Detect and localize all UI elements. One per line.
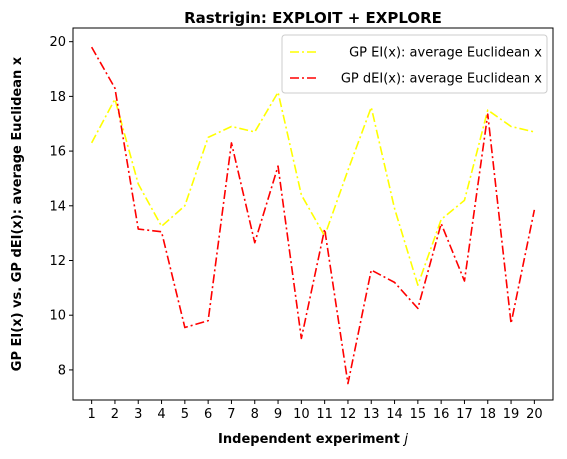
x-tick-label: 19 (503, 407, 520, 422)
x-tick-label: 9 (274, 407, 282, 422)
legend-entry: GP dEI(x): average Euclidean x (341, 72, 542, 87)
legend-frame (281, 34, 548, 94)
x-axis-label-variable: j (402, 432, 408, 447)
x-tick-label: 8 (251, 407, 259, 422)
plot-frame (72, 27, 554, 401)
x-tick-label: 18 (479, 407, 496, 422)
x-tick-label: 10 (293, 407, 310, 422)
x-tick-label: 15 (410, 407, 427, 422)
series-line-2 (90, 46, 536, 385)
y-tick-label: 14 (49, 199, 66, 214)
x-tick-label: 16 (433, 407, 450, 422)
y-tick-label: 16 (49, 145, 66, 160)
x-axis-label: Independent experiment j (218, 432, 408, 447)
x-tick-label: 7 (227, 407, 235, 422)
x-tick-label: 14 (386, 407, 403, 422)
x-tick-label: 1 (88, 407, 96, 422)
y-tick-label: 8 (58, 363, 66, 378)
x-tick-label: 12 (340, 407, 357, 422)
legend: GP EI(x): average Euclidean x GP dEI(x): … (281, 34, 548, 94)
series-line-1 (90, 91, 535, 286)
legend-entry: GP EI(x): average Euclidean x (349, 46, 542, 61)
x-tick-label: 6 (204, 407, 212, 422)
x-tick-label: 13 (363, 407, 380, 422)
y-tick-label: 12 (49, 254, 66, 269)
x-tick-label: 4 (157, 407, 165, 422)
x-tick-label: 3 (134, 407, 142, 422)
x-tick-label: 11 (316, 407, 333, 422)
x-tick-label: 5 (181, 407, 189, 422)
x-tick-label: 20 (526, 407, 543, 422)
y-tick-label: 18 (49, 90, 66, 105)
x-tick-label: 2 (111, 407, 119, 422)
y-tick-label: 10 (49, 309, 66, 324)
y-axis-label: GP EI(x) vs. GP dEI(x): average Euclidea… (10, 56, 25, 371)
chart-title: Rastrigin: EXPLOIT + EXPLORE (184, 9, 442, 27)
x-tick-label: 17 (456, 407, 473, 422)
y-tick-label: 20 (49, 35, 66, 50)
